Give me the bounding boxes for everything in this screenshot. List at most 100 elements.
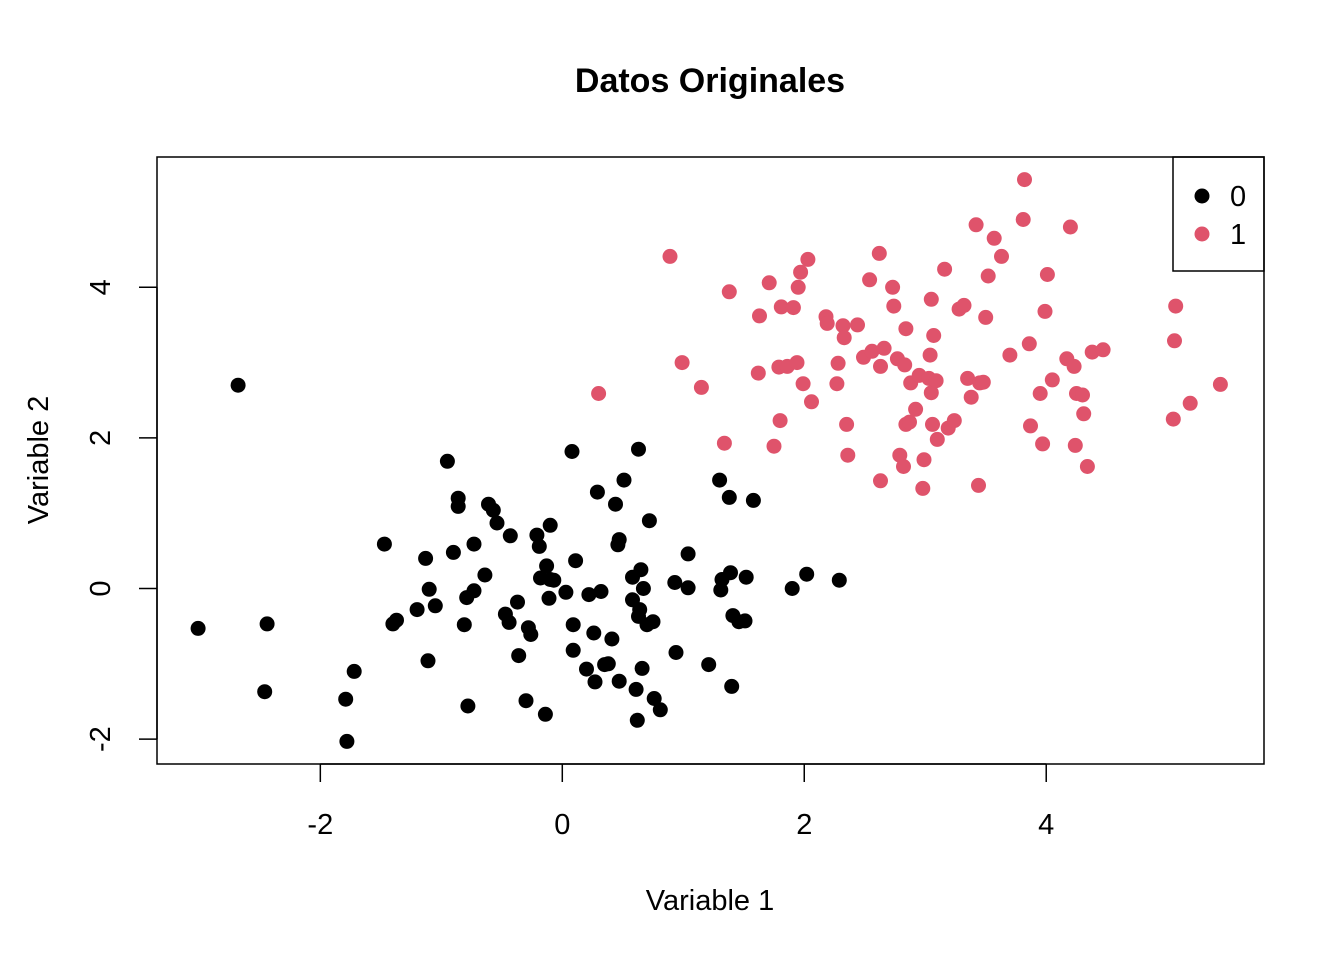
point-group-1-94 bbox=[1165, 411, 1181, 427]
chart-title: Datos Originales bbox=[575, 62, 845, 100]
point-group-0-21 bbox=[460, 698, 476, 714]
x-tick-label-3: 4 bbox=[1038, 809, 1054, 841]
point-group-1-63 bbox=[956, 297, 972, 313]
point-group-0-80 bbox=[668, 645, 684, 660]
point-group-0-82 bbox=[680, 580, 696, 596]
point-group-0-27 bbox=[489, 515, 505, 531]
point-group-1-29 bbox=[850, 317, 865, 333]
point-group-0-67 bbox=[629, 712, 645, 728]
point-group-0-35 bbox=[523, 627, 539, 642]
point-group-1-44 bbox=[898, 321, 914, 337]
point-group-1-71 bbox=[980, 268, 996, 284]
x-axis-label: Variable 1 bbox=[646, 885, 774, 917]
point-group-0-52 bbox=[586, 625, 602, 641]
point-group-1-32 bbox=[864, 343, 880, 359]
point-group-0-23 bbox=[466, 536, 482, 552]
point-group-0-89 bbox=[724, 678, 740, 694]
point-group-0-50 bbox=[579, 661, 594, 677]
point-group-0-46 bbox=[564, 444, 580, 459]
point-group-0-15 bbox=[439, 453, 455, 469]
y-axis-label: Variable 2 bbox=[23, 396, 55, 524]
point-group-1-56 bbox=[926, 328, 942, 343]
point-group-1-52 bbox=[922, 347, 938, 363]
point-group-1-47 bbox=[908, 401, 924, 417]
point-group-1-98 bbox=[1212, 376, 1228, 392]
point-group-1-40 bbox=[892, 447, 908, 463]
point-group-1-70 bbox=[978, 309, 994, 325]
point-group-1-85 bbox=[1062, 219, 1078, 235]
point-group-0-96 bbox=[799, 566, 815, 582]
point-group-1-12 bbox=[773, 299, 789, 315]
point-group-1-66 bbox=[968, 217, 984, 233]
point-group-1-73 bbox=[994, 248, 1009, 264]
point-group-1-54 bbox=[923, 385, 939, 401]
point-group-0-33 bbox=[518, 693, 534, 709]
point-group-0-70 bbox=[632, 602, 648, 618]
point-group-0-53 bbox=[587, 674, 603, 690]
point-group-1-76 bbox=[1017, 172, 1032, 188]
point-group-1-17 bbox=[793, 264, 809, 280]
y-tick-label-1: 0 bbox=[85, 580, 117, 596]
point-group-0-16 bbox=[445, 544, 461, 560]
point-group-1-23 bbox=[829, 376, 845, 392]
point-group-1-42 bbox=[897, 357, 913, 373]
point-group-0-26 bbox=[485, 502, 501, 518]
point-group-0-78 bbox=[652, 702, 668, 718]
point-group-1-74 bbox=[1002, 347, 1018, 363]
point-group-1-77 bbox=[1021, 336, 1037, 352]
point-group-0-22 bbox=[466, 583, 482, 599]
point-group-1-7 bbox=[752, 308, 767, 324]
point-group-1-72 bbox=[986, 230, 1002, 246]
point-group-1-53 bbox=[923, 291, 939, 307]
point-group-1-35 bbox=[873, 358, 888, 374]
point-group-1-65 bbox=[963, 389, 979, 405]
point-group-0-76 bbox=[645, 614, 661, 630]
legend-marker-0 bbox=[1194, 188, 1210, 204]
point-group-1-55 bbox=[925, 416, 940, 432]
point-group-0-66 bbox=[628, 681, 644, 697]
point-group-1-4 bbox=[716, 435, 732, 451]
point-group-0-54 bbox=[589, 484, 605, 500]
point-group-0-10 bbox=[409, 602, 425, 618]
legend: 01 bbox=[1172, 156, 1265, 272]
point-group-0-14 bbox=[427, 598, 443, 614]
point-group-0-12 bbox=[420, 653, 436, 669]
point-group-0-18 bbox=[450, 498, 466, 514]
point-group-1-36 bbox=[876, 340, 892, 356]
point-group-1-16 bbox=[790, 279, 806, 295]
point-group-1-64 bbox=[960, 370, 976, 386]
point-group-1-79 bbox=[1032, 386, 1048, 401]
point-group-1-37 bbox=[885, 279, 901, 295]
y-tick-label-2: 2 bbox=[85, 430, 117, 446]
point-group-0-58 bbox=[604, 631, 620, 647]
point-group-1-75 bbox=[1015, 212, 1031, 227]
x-tick-label-1: 0 bbox=[554, 809, 570, 841]
y-axis: -2 0 2 4 bbox=[85, 279, 158, 752]
x-tick-label-0: -2 bbox=[307, 809, 333, 841]
point-group-1-27 bbox=[839, 416, 855, 432]
point-group-1-3 bbox=[693, 379, 709, 395]
point-group-1-61 bbox=[946, 413, 962, 429]
point-group-0-84 bbox=[712, 472, 728, 488]
point-group-0-71 bbox=[633, 562, 649, 578]
point-group-0-79 bbox=[667, 575, 683, 590]
point-group-0-77 bbox=[646, 691, 662, 706]
point-group-0-88 bbox=[723, 565, 738, 581]
point-group-1-80 bbox=[1035, 436, 1051, 452]
point-group-1-24 bbox=[830, 355, 846, 371]
point-group-1-90 bbox=[1076, 406, 1092, 422]
point-group-1-87 bbox=[1067, 437, 1083, 453]
point-group-0-11 bbox=[418, 550, 434, 566]
point-group-0-0 bbox=[230, 377, 246, 393]
point-group-0-44 bbox=[546, 572, 562, 588]
point-group-0-2 bbox=[259, 616, 275, 632]
point-group-1-57 bbox=[928, 373, 944, 389]
point-group-0-51 bbox=[581, 587, 597, 603]
point-group-0-39 bbox=[537, 706, 553, 722]
point-group-0-43 bbox=[542, 517, 558, 533]
point-group-0-45 bbox=[558, 584, 574, 600]
point-group-1-59 bbox=[937, 261, 953, 277]
point-group-1-58 bbox=[929, 431, 945, 447]
point-group-1-86 bbox=[1066, 358, 1082, 374]
point-group-1-38 bbox=[886, 298, 902, 314]
